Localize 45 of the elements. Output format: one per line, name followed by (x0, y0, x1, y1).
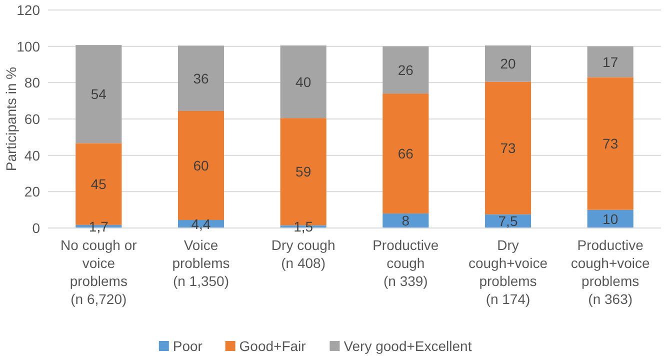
data-label: 60 (193, 158, 209, 174)
data-label: 20 (500, 56, 516, 72)
data-label: 36 (193, 70, 209, 86)
bar (178, 111, 224, 220)
y-tick-label: 20 (24, 184, 40, 200)
data-label: 40 (296, 74, 312, 90)
x-tick-label: Dry cough+voice problems (n 174) (468, 237, 548, 307)
data-label: 1,7 (88, 218, 109, 234)
bar (382, 213, 429, 228)
x-tick-label: Dry cough (n 408) (271, 237, 336, 271)
x-tick-label: No cough or voice problems (n 6,720) (60, 237, 138, 307)
data-label: 26 (398, 62, 414, 78)
data-label: 17 (602, 54, 618, 70)
y-tick-label: 40 (24, 147, 40, 164)
data-label: 10 (602, 210, 618, 227)
data-label: 54 (90, 86, 107, 102)
y-tick-label: 120 (16, 2, 40, 18)
legend-label: Very good+Excellent (344, 338, 472, 354)
data-label: 59 (296, 164, 312, 180)
bar (76, 45, 122, 144)
x-tick-label: Productive cough+voice problems (n 363) (570, 237, 650, 307)
bar (178, 46, 224, 112)
x-tick-label: Productive cough (n 339) (372, 237, 439, 289)
bar (484, 45, 532, 82)
bar (382, 46, 429, 94)
bar (382, 94, 429, 214)
bar (484, 82, 532, 214)
data-label: 66 (398, 146, 414, 162)
bar (587, 77, 634, 210)
legend-label: Poor (172, 338, 203, 354)
data-label: 45 (90, 176, 107, 192)
data-label: 73 (500, 140, 516, 156)
data-label: 8 (402, 212, 410, 229)
y-tick-label: 100 (16, 38, 40, 54)
y-tick-label: 60 (24, 111, 40, 127)
bar (587, 46, 634, 78)
x-tick-label: Voice problems (n 1,350) (172, 237, 230, 289)
data-label: 73 (602, 136, 618, 152)
y-tick-label: 80 (24, 74, 40, 91)
data-label: 7,5 (498, 213, 518, 230)
bar (280, 45, 326, 118)
y-axis-title: Participants in % (3, 66, 19, 172)
data-label: 1,5 (294, 218, 314, 235)
legend-label: Good+Fair (239, 338, 306, 354)
y-tick-label: 0 (32, 220, 40, 236)
